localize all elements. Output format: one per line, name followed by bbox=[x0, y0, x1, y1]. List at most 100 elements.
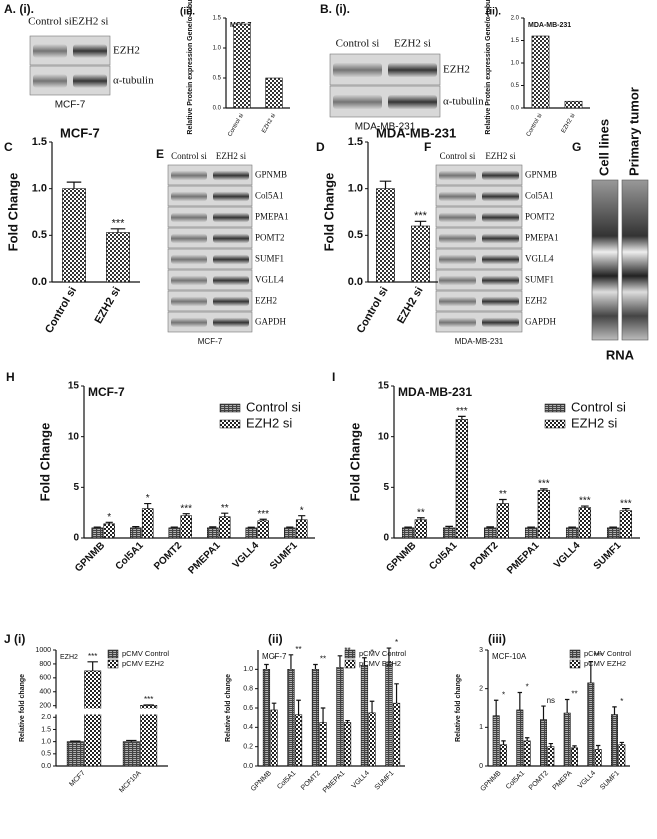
blot-band bbox=[171, 318, 207, 327]
gel-lane-label: Primary tumor bbox=[626, 87, 641, 176]
legend-label: pCMV EZH2 bbox=[584, 659, 626, 668]
blot-band bbox=[333, 63, 382, 77]
legend-swatch bbox=[570, 660, 580, 668]
bar bbox=[181, 516, 192, 538]
y-tick-label: 15 bbox=[378, 381, 390, 392]
y-tick-label: 0.0 bbox=[41, 763, 51, 770]
legend-swatch bbox=[108, 650, 118, 658]
blot-band bbox=[171, 171, 207, 180]
blot-band bbox=[213, 213, 249, 222]
blot-band bbox=[388, 95, 437, 109]
bar bbox=[130, 528, 141, 538]
y-tick-label: 0.2 bbox=[243, 744, 253, 751]
y-axis-label: Fold Change bbox=[37, 423, 52, 502]
lane-label: Control si bbox=[171, 151, 207, 161]
gel-caption: RNA bbox=[606, 347, 635, 362]
bar bbox=[258, 521, 269, 538]
significance: * bbox=[146, 493, 150, 504]
x-tick-label: PMEPA1 bbox=[186, 540, 223, 577]
x-tick-label: PMEPA bbox=[552, 770, 574, 792]
blot-band bbox=[213, 171, 249, 180]
blot-band bbox=[33, 44, 67, 57]
bar bbox=[588, 683, 594, 766]
bar bbox=[525, 528, 537, 538]
error-bar bbox=[313, 665, 318, 670]
x-tick-label: GPNMB bbox=[250, 770, 273, 793]
error-bar bbox=[87, 662, 97, 671]
legend-swatch bbox=[345, 660, 355, 668]
bar bbox=[219, 517, 230, 538]
x-tick-label: POMT2 bbox=[300, 770, 322, 792]
bar bbox=[234, 24, 251, 108]
significance: *** bbox=[620, 498, 632, 509]
y-axis-label: Relative fold change bbox=[19, 674, 26, 742]
bar bbox=[484, 528, 496, 538]
legend-label: Control si bbox=[571, 399, 626, 414]
x-tick-label: VGLL4 bbox=[351, 770, 371, 790]
blot-band bbox=[171, 276, 207, 285]
legend-label: pCMV EZH2 bbox=[122, 659, 164, 668]
y-tick-label: 2.0 bbox=[41, 714, 51, 721]
y-tick-label: 0.6 bbox=[243, 705, 253, 712]
y-tick-label: 0.0 bbox=[511, 106, 520, 112]
y-axis-label: Relative fold change bbox=[225, 674, 232, 742]
y-tick-label: 0 bbox=[73, 533, 79, 544]
x-tick-label: MCF7 bbox=[68, 770, 86, 788]
bar bbox=[207, 528, 218, 538]
x-tick-label: Control si bbox=[43, 285, 79, 335]
gel-lane bbox=[592, 180, 618, 340]
y-tick-label: 400 bbox=[39, 689, 51, 696]
row-label: Col5A1 bbox=[255, 191, 284, 201]
error-bar bbox=[144, 504, 151, 509]
row-label: α-tubulin bbox=[113, 75, 154, 87]
x-tick-label: EZH2 si bbox=[561, 113, 577, 134]
lane-label: EZH2 si bbox=[485, 151, 516, 161]
legend-label: pCMV Control bbox=[359, 649, 406, 658]
y-axis-label: Relative fold change bbox=[455, 674, 462, 742]
bar bbox=[524, 741, 530, 766]
bar bbox=[548, 747, 554, 766]
y-axis-label: Fold Change bbox=[5, 173, 20, 252]
x-tick-label: Col5A1 bbox=[276, 770, 297, 791]
y-tick-label: 0 bbox=[383, 533, 389, 544]
significance: *** bbox=[88, 652, 97, 661]
y-tick-label: 2 bbox=[479, 686, 483, 693]
y-tick-label: 0.8 bbox=[243, 686, 253, 693]
significance: *** bbox=[180, 503, 192, 514]
x-tick-label: SUMF1 bbox=[374, 770, 396, 792]
panel-label: F bbox=[424, 140, 431, 154]
blot-band bbox=[439, 171, 476, 180]
y-tick-label: 0.0 bbox=[348, 276, 363, 288]
error-bar bbox=[321, 708, 326, 723]
significance: *** bbox=[456, 406, 468, 417]
bar bbox=[538, 490, 550, 538]
bar bbox=[67, 742, 83, 766]
bar bbox=[284, 528, 295, 538]
error-bar bbox=[338, 656, 343, 668]
bar bbox=[500, 745, 506, 766]
y-tick-label: 5 bbox=[73, 482, 79, 493]
row-label: EZH2 bbox=[525, 296, 547, 306]
x-tick-label: GPNMB bbox=[384, 540, 418, 574]
panel-label: C bbox=[4, 140, 13, 154]
error-bar bbox=[394, 684, 399, 703]
panel-label: J (i) bbox=[4, 632, 25, 646]
blot-band bbox=[482, 318, 519, 327]
row-label: GPNMB bbox=[255, 170, 287, 180]
legend-label: EZH2 si bbox=[571, 415, 617, 430]
x-tick-label: Control si bbox=[355, 285, 391, 335]
lane-label: Control si bbox=[28, 16, 72, 28]
bar bbox=[620, 511, 632, 538]
row-label: GPNMB bbox=[525, 170, 557, 180]
blot-band bbox=[171, 234, 207, 243]
bar bbox=[579, 508, 591, 538]
x-tick-label: POMT2 bbox=[528, 770, 550, 792]
legend-swatch bbox=[220, 404, 240, 412]
row-label: POMT2 bbox=[255, 233, 285, 243]
y-tick-label: 200 bbox=[39, 703, 51, 710]
legend-swatch bbox=[345, 650, 355, 658]
y-tick-label: 1.5 bbox=[213, 16, 222, 22]
blot-band bbox=[439, 213, 476, 222]
error-bar bbox=[501, 741, 505, 745]
significance: *** bbox=[538, 478, 550, 489]
